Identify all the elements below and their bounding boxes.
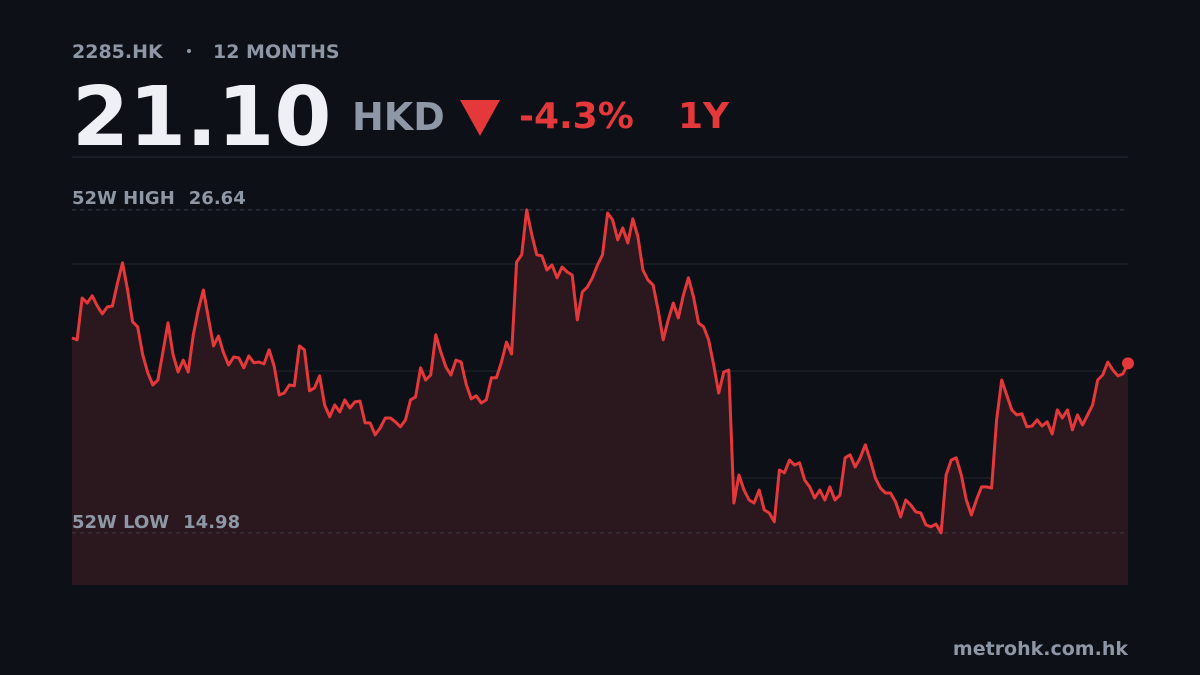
- period: 12 MONTHS: [213, 41, 340, 63]
- high-label-text: 52W HIGH: [72, 188, 175, 209]
- price: 21.10: [72, 70, 331, 165]
- currency: HKD: [352, 95, 445, 139]
- last-point: [1122, 357, 1134, 370]
- plot: [71, 208, 1134, 585]
- area-fill: [72, 209, 1128, 585]
- high-label: 52W HIGH 26.64: [72, 188, 246, 209]
- ticker: 2285.HK: [72, 41, 164, 63]
- high-value: 26.64: [189, 188, 246, 209]
- low-label-text: 52W LOW: [72, 512, 169, 533]
- price-line: [71, 208, 1130, 535]
- low-value: 14.98: [183, 512, 240, 533]
- low-label: 52W LOW 14.98: [72, 512, 240, 533]
- change-period: 1Y: [678, 96, 730, 137]
- source: metrohk.com.hk: [953, 638, 1128, 660]
- change: -4.3%: [519, 96, 634, 137]
- separator-dot: [187, 49, 191, 53]
- down-arrow: [460, 100, 500, 136]
